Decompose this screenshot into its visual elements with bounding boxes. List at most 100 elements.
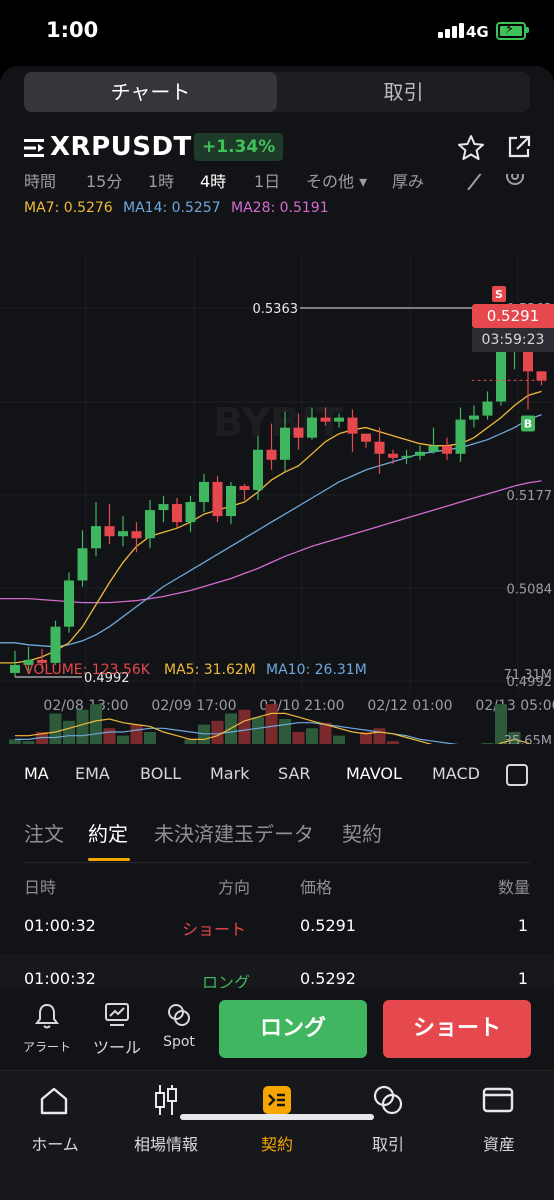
vol-ma5-line bbox=[15, 712, 531, 744]
indicator-boll[interactable]: BOLL bbox=[140, 764, 182, 783]
volume-legend: VOLUME: 123.56K bbox=[24, 662, 150, 678]
timeframe-more[interactable]: その他 ▾ bbox=[306, 174, 368, 190]
candle-body bbox=[334, 417, 344, 422]
indicator-mark[interactable]: Mark bbox=[210, 764, 250, 783]
volume-bar bbox=[117, 735, 129, 744]
symbol-menu-icon[interactable] bbox=[24, 138, 44, 158]
indicator-macd[interactable]: MACD bbox=[432, 764, 480, 783]
nav-assets[interactable]: 資産 bbox=[444, 1071, 554, 1167]
candle-body bbox=[104, 526, 115, 537]
draw-pen-icon[interactable] bbox=[464, 174, 486, 190]
timeframe-1d[interactable]: 1日 bbox=[254, 174, 281, 190]
timeframe-15m[interactable]: 15分 bbox=[86, 174, 123, 190]
timeframe-depth[interactable]: 厚み bbox=[392, 174, 425, 190]
candle-body bbox=[10, 664, 20, 673]
spot-label: Spot bbox=[163, 1034, 195, 1050]
active-tab-underline bbox=[88, 858, 130, 861]
tab-orders[interactable]: 注文 bbox=[24, 822, 64, 846]
candle bbox=[307, 407, 317, 440]
candle bbox=[374, 427, 385, 474]
short-button[interactable]: ショート bbox=[383, 1000, 531, 1058]
symbol-name[interactable]: XRPUSDT bbox=[50, 132, 192, 162]
indicator-ema[interactable]: EMA bbox=[75, 764, 110, 783]
candle-body bbox=[536, 371, 547, 381]
nav-markets[interactable]: 相場情報 bbox=[111, 1071, 221, 1167]
alert-button[interactable]: アラート bbox=[16, 988, 78, 1058]
nav-trade[interactable]: 取引 bbox=[333, 1071, 443, 1167]
chart-trade-switch: チャート 取引 bbox=[24, 72, 530, 112]
trade-qty: 1 bbox=[517, 916, 528, 935]
ma14-legend: MA14: 0.5257 bbox=[123, 200, 221, 216]
long-button[interactable]: ロング bbox=[219, 1000, 367, 1058]
tools-button[interactable]: ツール bbox=[86, 988, 148, 1058]
low-price-label: 0.4992 bbox=[84, 671, 130, 686]
nav-derivatives[interactable]: 契約 bbox=[222, 1071, 332, 1167]
candle-body bbox=[226, 485, 236, 517]
spot-button[interactable]: Spot bbox=[150, 988, 208, 1058]
bybit-watermark: BYBIT bbox=[213, 400, 344, 446]
candle-body bbox=[293, 427, 304, 438]
candle-body bbox=[374, 441, 385, 454]
volume-tick-label: 71.31M bbox=[504, 668, 552, 683]
tab-trades[interactable]: 約定 bbox=[88, 822, 128, 846]
high-low-labels: 0.5363 0.4992 bbox=[15, 302, 501, 686]
candle-body bbox=[361, 433, 371, 442]
alert-label: アラート bbox=[22, 1040, 71, 1054]
tab-open-interest[interactable]: 未決済建玉データ bbox=[154, 822, 314, 846]
volume-bar bbox=[76, 709, 89, 744]
candle bbox=[428, 427, 439, 454]
candle-body bbox=[307, 417, 317, 438]
chart-grid bbox=[0, 254, 554, 694]
home-indicator[interactable] bbox=[180, 1114, 374, 1120]
action-bar: アラート ツール Spot ロング ショート bbox=[0, 988, 554, 1070]
table-row-bg bbox=[0, 954, 554, 994]
indicator-sar[interactable]: SAR bbox=[278, 764, 311, 783]
candle bbox=[347, 409, 358, 452]
y-tick-label: 0.4992 bbox=[507, 675, 553, 690]
candle bbox=[388, 449, 398, 464]
candle bbox=[91, 502, 101, 557]
ma28-legend: MA28: 0.5191 bbox=[231, 200, 329, 216]
vol-ma10-legend: MA10: 26.31M bbox=[266, 662, 367, 678]
candle bbox=[293, 413, 304, 450]
volume-bars bbox=[9, 704, 521, 744]
volume-bar bbox=[292, 731, 305, 744]
star-icon[interactable] bbox=[457, 134, 485, 162]
fullscreen-icon[interactable] bbox=[506, 764, 528, 786]
high-price-label: 0.5363 bbox=[253, 302, 299, 317]
tab-contract[interactable]: 契約 bbox=[342, 822, 382, 846]
candle bbox=[104, 504, 115, 545]
header-price: 価格 bbox=[300, 878, 333, 897]
timeframe-4h[interactable]: 4時 bbox=[200, 174, 227, 190]
volume-bar bbox=[211, 720, 224, 744]
candle-body bbox=[37, 659, 47, 663]
nav-derivatives-label: 契約 bbox=[260, 1135, 293, 1154]
timeframe-1h[interactable]: 1時 bbox=[148, 174, 175, 190]
price-chart[interactable]: BYBIT 0.5363 0.5177 0.5084 0.4992 02/08 13:… bbox=[0, 224, 554, 744]
timeframe-time[interactable]: 時間 bbox=[24, 174, 57, 190]
battery-icon: ⚡ bbox=[496, 22, 529, 40]
indicator-mavol[interactable]: MAVOL bbox=[346, 764, 402, 783]
ma7-legend: MA7: 0.5276 bbox=[24, 200, 113, 216]
volume-tick-label: 35.65M bbox=[504, 734, 552, 744]
app-container: チャート 取引 XRPUSDT +1.34% 時間 15分 1時 4時 1日 そ… bbox=[0, 66, 554, 1200]
chart-settings-icon[interactable] bbox=[504, 174, 526, 190]
nav-home[interactable]: ホーム bbox=[0, 1071, 110, 1167]
trade-swap-icon bbox=[373, 1085, 403, 1115]
buy-marker-label: B bbox=[524, 418, 532, 431]
tabs-divider bbox=[24, 862, 530, 863]
tab-chart[interactable]: チャート bbox=[24, 72, 277, 112]
candle bbox=[131, 522, 142, 553]
candle-body bbox=[496, 351, 506, 402]
home-icon bbox=[40, 1087, 68, 1115]
candle-body bbox=[455, 419, 466, 454]
indicator-ma[interactable]: MA bbox=[24, 764, 49, 783]
candle bbox=[280, 411, 290, 472]
header-qty: 数量 bbox=[497, 878, 530, 897]
share-icon[interactable] bbox=[506, 134, 532, 160]
tab-trade[interactable]: 取引 bbox=[383, 80, 424, 104]
x-axis-ticks: 02/08 13:00 02/09 17:00 02/10 21:00 02/12 0… bbox=[43, 698, 554, 714]
y-tick-label: 0.5084 bbox=[507, 583, 553, 598]
tools-icon bbox=[105, 1003, 129, 1026]
